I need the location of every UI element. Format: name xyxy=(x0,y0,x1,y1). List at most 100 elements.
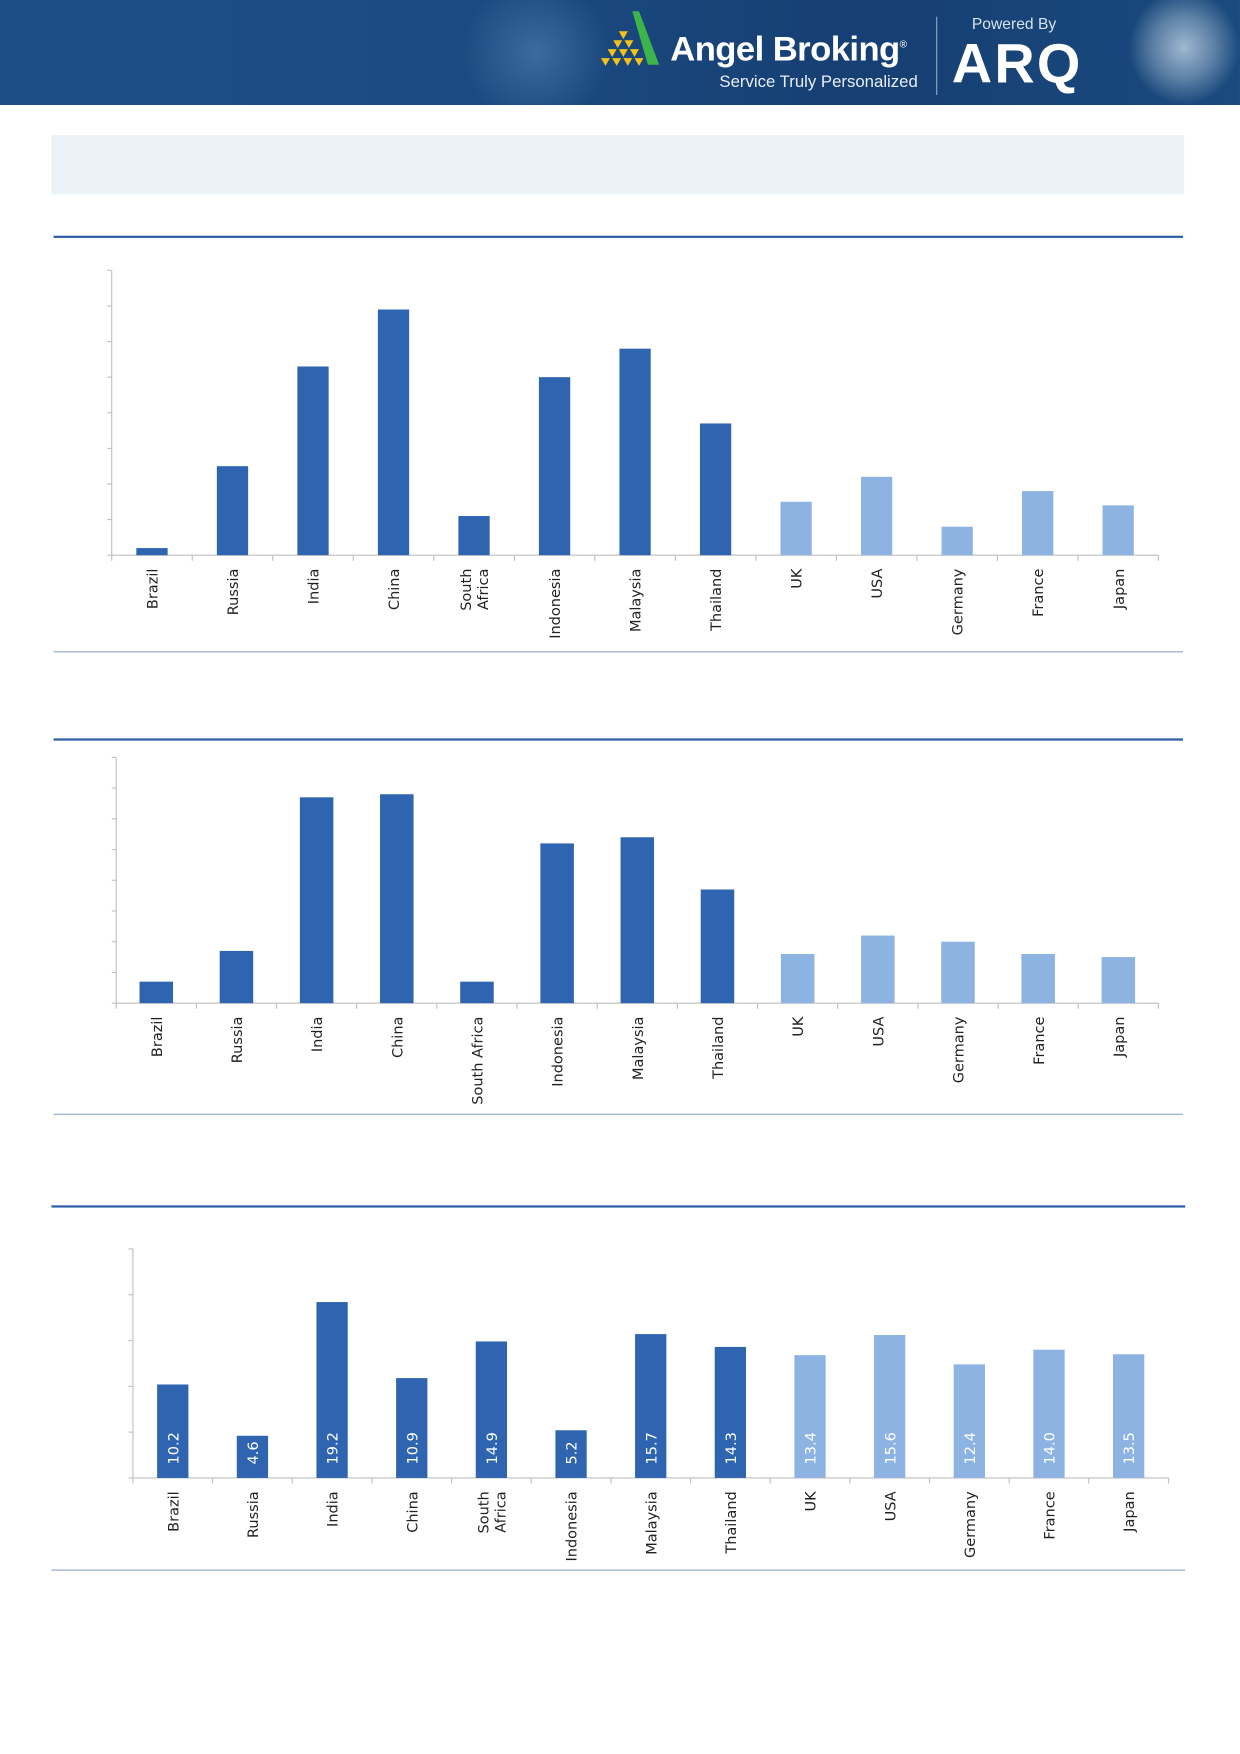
bar-china xyxy=(380,794,414,1004)
category-label: Russia xyxy=(230,1017,246,1064)
category-label: France xyxy=(1032,1017,1048,1065)
category-label: Russia xyxy=(226,569,242,616)
data-label: 14.0 xyxy=(1043,1432,1059,1464)
category-label: France xyxy=(1043,1491,1059,1539)
bar-malaysia xyxy=(619,348,651,556)
category-label: Thailand xyxy=(711,1017,727,1080)
bar-indonesia xyxy=(555,1430,587,1478)
page-header-banner: Angel Broking® Service Truly Personalize… xyxy=(0,0,1240,106)
category-label: Germany xyxy=(952,1016,968,1083)
bar-russia xyxy=(236,1435,269,1478)
bar-south-africa xyxy=(458,516,490,556)
bar-uk xyxy=(794,1355,826,1478)
bar-chart-1: Brazil Russia India China South Africa Indones… xyxy=(107,269,1159,639)
category-label: South Africa xyxy=(471,1017,487,1105)
data-label: 19.2 xyxy=(326,1432,342,1464)
title-box xyxy=(51,135,1185,195)
brand-name: Angel Broking® xyxy=(670,29,907,69)
data-label: 13.4 xyxy=(804,1432,820,1464)
category-label: Russia xyxy=(246,1491,262,1538)
category-label: Thailand xyxy=(724,1491,740,1554)
category-label: China xyxy=(390,1017,406,1058)
category-label: Japan xyxy=(1112,1017,1128,1059)
bar-malaysia xyxy=(620,837,655,1004)
section-rule xyxy=(53,1113,1184,1115)
section-rule xyxy=(53,651,1184,653)
section-rule xyxy=(53,235,1184,238)
bar-france xyxy=(1021,954,1055,1004)
header-divider xyxy=(936,16,938,95)
category-label: Malaysia xyxy=(629,569,645,632)
data-label: 5.2 xyxy=(565,1441,581,1464)
bar-india xyxy=(316,1302,348,1478)
bar-germany xyxy=(941,526,973,556)
category-label: USA xyxy=(883,1491,899,1521)
category-label: Brazil xyxy=(150,1017,166,1058)
bar-china xyxy=(396,1378,428,1478)
bar-brazil xyxy=(139,981,174,1004)
bar-thailand xyxy=(700,889,735,1004)
category-label: India xyxy=(307,569,323,605)
category-label: South xyxy=(459,569,475,611)
category-label: India xyxy=(326,1491,342,1527)
category-label: Germany xyxy=(963,1491,979,1558)
bar-thailand xyxy=(714,1346,747,1478)
powered-by-label: Powered By xyxy=(971,14,1057,33)
category-label: China xyxy=(405,1491,421,1532)
bar-malaysia xyxy=(635,1334,667,1478)
bar-south-africa xyxy=(475,1341,508,1478)
bar-uk xyxy=(780,954,815,1004)
category-label: UK xyxy=(804,1491,820,1512)
category-label: UK xyxy=(791,1016,807,1037)
data-label: 13.5 xyxy=(1122,1432,1138,1464)
bar-usa xyxy=(861,935,895,1004)
category-label: Japan xyxy=(1122,1491,1138,1533)
category-label: India xyxy=(310,1017,326,1053)
bar-india xyxy=(299,797,334,1004)
category-label: Brazil xyxy=(166,1491,182,1532)
category-label: Japan xyxy=(1112,569,1128,611)
bar-chart-3: 10.2 Brazil 4.6 Russia 19.2 India 10.9 China 14.… xyxy=(128,1248,1170,1562)
category-label: France xyxy=(1031,569,1047,617)
bar-indonesia xyxy=(538,377,571,556)
angel-broking-logo-icon xyxy=(600,11,660,66)
bar-china xyxy=(377,309,410,556)
category-label: South xyxy=(477,1491,493,1533)
section-rule xyxy=(51,1569,1186,1571)
bar-france xyxy=(1022,491,1054,556)
arq-logo: ARQ xyxy=(951,32,1083,95)
data-label: 15.7 xyxy=(644,1432,660,1464)
category-label: Thailand xyxy=(709,569,725,632)
bar-japan xyxy=(1102,505,1134,556)
category-label: USA xyxy=(870,569,886,599)
brand-tagline: Service Truly Personalized xyxy=(719,72,918,92)
bar-south-africa xyxy=(460,981,494,1004)
bar-indonesia xyxy=(540,843,574,1004)
data-label: 14.3 xyxy=(724,1432,740,1464)
category-label: Germany xyxy=(951,568,967,635)
category-label: Indonesia xyxy=(565,1491,581,1561)
data-label: 15.6 xyxy=(883,1432,899,1464)
bar-france xyxy=(1033,1349,1065,1478)
bar-uk xyxy=(780,501,812,556)
bar-usa xyxy=(874,1335,906,1478)
bar-brazil xyxy=(157,1384,189,1478)
bar-chart-2: Brazil Russia India China South Africa Indone… xyxy=(111,756,1159,1105)
bar-usa xyxy=(860,476,893,556)
section-rule xyxy=(53,738,1184,741)
data-label: 10.2 xyxy=(166,1432,182,1464)
category-label: Africa xyxy=(476,569,492,610)
bar-brazil xyxy=(136,548,168,556)
bar-japan xyxy=(1101,957,1136,1004)
category-label: Indonesia xyxy=(551,1017,567,1087)
section-rule xyxy=(51,1205,1186,1208)
header-face-graphic xyxy=(1128,0,1240,106)
data-label: 10.9 xyxy=(405,1432,421,1464)
category-label: Indonesia xyxy=(548,569,564,639)
data-label: 12.4 xyxy=(963,1432,979,1464)
bar-germany xyxy=(953,1364,985,1478)
category-label: USA xyxy=(871,1017,887,1047)
bar-russia xyxy=(216,466,249,556)
bar-india xyxy=(297,366,329,556)
